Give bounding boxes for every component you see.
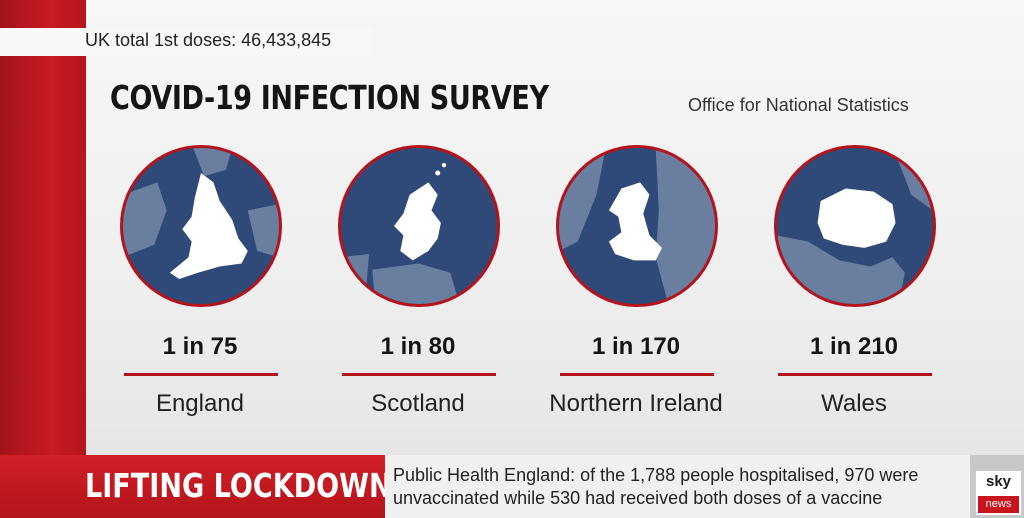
wales-map-icon [556, 145, 718, 307]
region-scotland: 1 in 80 Scotland [308, 145, 528, 425]
region-northern-ireland: 1 in 170 Northern Ireland [526, 145, 746, 425]
england-divider [124, 373, 278, 376]
sky-news-logo: sky news [975, 470, 1022, 516]
logo-news-text: news [978, 496, 1019, 513]
logo-sky-text: sky [985, 473, 1012, 490]
survey-source: Office for National Statistics [688, 95, 909, 115]
england-rate: 1 in 75 [162, 333, 238, 360]
northern-ireland-rate: 1 in 170 [591, 333, 681, 360]
wales-label: Wales [821, 390, 887, 417]
survey-title: COVID-19 INFECTION SURVEY [110, 78, 549, 117]
scotland-divider [342, 373, 496, 376]
region-england: 1 in 75 England [90, 145, 310, 425]
region-wales: 1 in 210 Wales [744, 145, 964, 425]
england-map-icon [120, 145, 282, 307]
ticker-box [385, 455, 970, 518]
headline-text: LIFTING LOCKDOWN [85, 466, 392, 505]
first-doses-total: UK total 1st doses: 46,433,845 [85, 30, 332, 50]
headline-box [0, 455, 385, 518]
wales-rate: 1 in 210 [809, 333, 899, 360]
england-label: England [155, 390, 245, 417]
ticker-text: Public Health England: of the 1,788 peop… [393, 465, 919, 508]
northern-ireland-label: Northern Ireland [549, 390, 723, 417]
scotland-rate: 1 in 80 [380, 333, 456, 360]
scotland-label: Scotland [371, 390, 465, 417]
wales-divider [778, 373, 932, 376]
northern-ireland-map-icon [774, 145, 936, 307]
northern-ireland-divider [560, 373, 714, 376]
scotland-map-icon [338, 145, 500, 307]
doses-bar [0, 28, 372, 56]
left-red-band [0, 0, 86, 518]
